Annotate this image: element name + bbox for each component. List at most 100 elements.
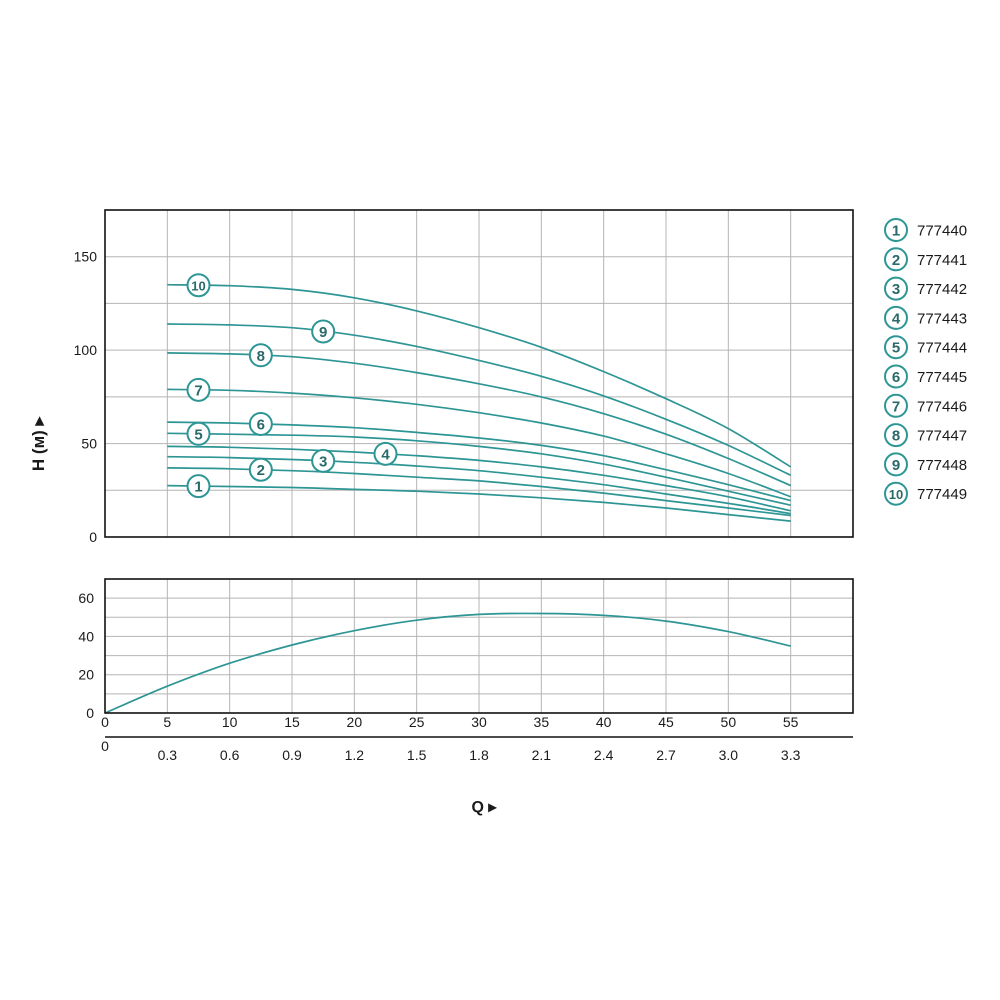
legend-item-2: 2 777441 xyxy=(884,247,967,272)
head-curve-1 xyxy=(167,484,791,522)
curve-marker-label: 7 xyxy=(194,382,202,399)
curve-marker-label: 2 xyxy=(257,462,265,479)
secondary-tick-label: 2.4 xyxy=(594,747,614,763)
legend-item-6: 6 777445 xyxy=(884,364,967,389)
x-tick-label: 55 xyxy=(783,714,799,730)
legend-item-label: 777446 xyxy=(917,398,967,415)
curve-marker-label: 5 xyxy=(194,426,202,443)
legend-item-circle xyxy=(884,247,908,272)
legend-item-circle xyxy=(884,481,908,506)
secondary-tick-label: 0.9 xyxy=(282,747,302,763)
x-tick-label: 25 xyxy=(409,714,425,730)
secondary-axis-tick-labels: 0 0.3 0.6 0.9 1.2 1.5 1.8 2.1 2.4 2.7 3.0 3.3 xyxy=(101,738,801,763)
x-tick-label: 0 xyxy=(101,714,109,730)
curve-marker-10: 10 xyxy=(186,273,211,298)
curve-marker-8: 8 xyxy=(248,343,273,368)
y-axis-label: H (м) ▸ xyxy=(29,415,48,471)
curve-marker-label: 10 xyxy=(191,279,205,294)
curve-marker-7: 7 xyxy=(186,377,211,402)
curve-marker-circle xyxy=(311,319,336,344)
curve-marker-circle xyxy=(186,474,211,499)
legend-item-7: 7 777446 xyxy=(884,393,967,418)
curve-marker-label: 4 xyxy=(381,446,390,463)
legend-item-circle xyxy=(884,335,908,360)
curve-marker-9: 9 xyxy=(311,319,336,344)
head-curve-7 xyxy=(167,388,791,498)
legend-item-label: 777443 xyxy=(917,310,967,327)
curve-marker-circle xyxy=(186,273,211,298)
curve-marker-circle xyxy=(248,457,273,482)
bottom-chart-frame xyxy=(104,578,854,714)
curve-marker-label: 9 xyxy=(319,324,327,341)
curve-marker-6: 6 xyxy=(248,411,273,436)
y-tick-label: 20 xyxy=(78,667,94,683)
curve-marker-4: 4 xyxy=(373,441,398,466)
legend-item-number: 6 xyxy=(892,369,900,386)
y-tick-label: 60 xyxy=(78,590,94,606)
curve-marker-label: 6 xyxy=(257,416,265,433)
head-curve-10 xyxy=(167,283,792,468)
head-curve-6 xyxy=(167,421,791,502)
secondary-tick-label: 1.5 xyxy=(407,747,427,763)
bottom-chart-grid xyxy=(105,579,853,713)
legend-item-number: 5 xyxy=(892,340,900,357)
legend-item-label: 777448 xyxy=(917,457,967,474)
legend-item-label: 777445 xyxy=(917,369,967,386)
curve-marker-3: 3 xyxy=(311,448,336,473)
legend-item-label: 777440 xyxy=(917,223,967,240)
legend-item-label: 777442 xyxy=(917,281,967,298)
legend-item-label: 777447 xyxy=(917,428,967,445)
secondary-tick-label: 0.3 xyxy=(158,747,178,763)
head-curve-4 xyxy=(167,445,791,512)
head-curve-2 xyxy=(167,467,791,517)
x-tick-label: 10 xyxy=(222,714,238,730)
head-curve-3 xyxy=(167,455,791,515)
legend-item-10: 10 777449 xyxy=(884,481,967,506)
q-axis-label: Q ▸ xyxy=(472,799,498,816)
x-tick-label: 20 xyxy=(347,714,363,730)
efficiency-curve-line xyxy=(104,612,791,714)
y-tick-label: 150 xyxy=(74,249,98,265)
legend-item-4: 4 777443 xyxy=(884,305,967,330)
legend-item-label: 777444 xyxy=(917,340,967,357)
x-tick-label: 15 xyxy=(284,714,300,730)
legend-item-number: 10 xyxy=(889,487,903,502)
y-tick-label: 40 xyxy=(78,628,94,644)
x-tick-label: 45 xyxy=(658,714,674,730)
legend-item-circle xyxy=(884,276,908,301)
legend-item-circle xyxy=(884,393,908,418)
secondary-tick-label: 3.3 xyxy=(781,747,801,763)
x-tick-label: 50 xyxy=(721,714,737,730)
legend-item-circle xyxy=(884,218,908,242)
y-tick-label: 100 xyxy=(74,342,98,358)
head-curve-markers: 1 2 3 4 5 6 7 8 9 10 xyxy=(186,273,398,499)
legend-item-3: 3 777442 xyxy=(884,276,967,301)
curve-marker-label: 3 xyxy=(319,453,327,470)
top-y-tick-labels: 0 50 100 150 xyxy=(74,249,98,545)
legend-item-label: 777441 xyxy=(917,252,967,269)
curve-marker-circle xyxy=(248,411,273,436)
head-curves xyxy=(167,283,792,522)
curve-marker-2: 2 xyxy=(248,457,273,482)
legend-item-9: 9 777448 xyxy=(884,452,967,477)
legend-item-number: 1 xyxy=(892,223,900,240)
curve-marker-circle xyxy=(311,448,336,473)
x-tick-label: 35 xyxy=(534,714,550,730)
secondary-tick-label: 3.0 xyxy=(719,747,739,763)
head-curve-5 xyxy=(167,432,791,507)
secondary-tick-label: 1.8 xyxy=(469,747,489,763)
legend-item-number: 2 xyxy=(892,252,900,269)
legend-item-8: 8 777447 xyxy=(884,423,967,448)
top-chart-grid xyxy=(105,210,853,537)
x-tick-label: 5 xyxy=(163,714,171,730)
legend-item-label: 777449 xyxy=(917,486,967,503)
curve-marker-circle xyxy=(248,343,273,368)
legend-item-number: 8 xyxy=(892,428,900,445)
curve-marker-circle xyxy=(186,377,211,402)
legend-item-circle xyxy=(884,364,908,389)
legend-item-number: 9 xyxy=(892,457,900,474)
legend-item-circle xyxy=(884,423,908,448)
curve-marker-label: 8 xyxy=(257,348,265,365)
x-tick-label: 40 xyxy=(596,714,612,730)
